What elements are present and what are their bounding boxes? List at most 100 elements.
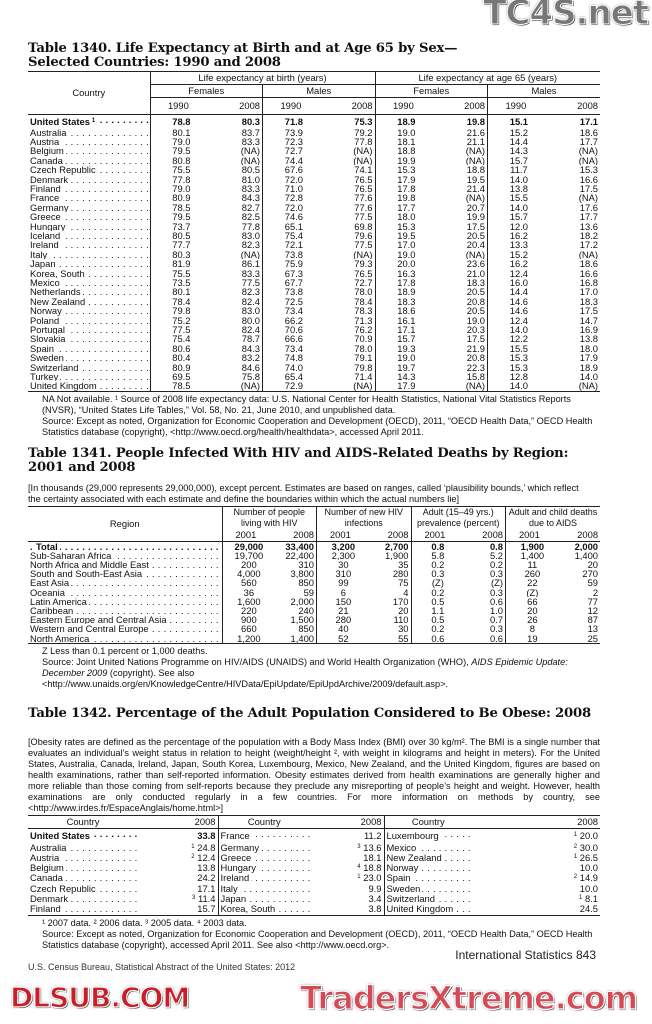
- country-name: Switzerland: [383, 893, 472, 905]
- value-cell: 17.5: [466, 334, 485, 344]
- table-1341-headnote: [In thousands (29,000 represents 29,000,…: [28, 483, 579, 504]
- value-cell: 77.5: [354, 212, 373, 222]
- row-label: Czech Republic: [30, 883, 98, 894]
- row-label: Slovakia: [30, 334, 68, 344]
- value-cell: 2 30.0: [472, 843, 600, 853]
- value-cell: 19,700: [221, 550, 270, 560]
- value-cell: 76.2: [354, 325, 373, 335]
- table-1342-title: Table 1342. Percentage of the Adult Popu…: [28, 706, 591, 721]
- value-cell: 10.0: [472, 863, 600, 873]
- value-cell: 84.6: [241, 362, 260, 373]
- value-cell: 220: [221, 605, 270, 616]
- value-cell: 17.7: [579, 212, 598, 222]
- value-cell: 0.2: [410, 587, 459, 597]
- country-name: France: [28, 193, 150, 203]
- value-cell: 75.4: [149, 334, 207, 344]
- value-cell: 80.3: [149, 249, 207, 260]
- row-label: Sub-Saharan Africa: [30, 550, 114, 560]
- table-row: Finland 15.7 Korea, South 3.8 United Kingdom…: [28, 904, 600, 916]
- value-cell: 33,400: [285, 541, 314, 551]
- year-header: 2001: [410, 528, 459, 542]
- value-cell: 0.3: [489, 569, 504, 579]
- region-name: East Asia: [28, 578, 222, 588]
- value-cell: 15.3: [374, 221, 432, 231]
- value-cell: 81.0: [241, 174, 260, 184]
- year-header: 2008: [310, 815, 384, 829]
- value-cell: 0.2: [410, 624, 459, 634]
- table-1342-section: [Obesity rates are defined as the percen…: [28, 737, 600, 951]
- value-cell: 71.0: [261, 183, 319, 194]
- value-cell: 74.4: [261, 155, 319, 166]
- value-cell: 82.5: [241, 212, 260, 222]
- source-publication: AIDS Epidemic Update: December 2009: [42, 656, 568, 678]
- watermark-dlsub: DLSUB.COM: [9, 981, 190, 1014]
- row-label: Canada: [30, 155, 65, 166]
- value-cell: 4: [403, 587, 409, 597]
- value-cell: 15.7: [374, 334, 432, 344]
- value-cell: 1 20.0: [472, 829, 600, 843]
- value-cell: 23.6: [466, 259, 485, 269]
- footnote-marker: 2: [191, 853, 195, 860]
- value-cell: 0.6: [458, 633, 506, 644]
- value-cell: 16.2: [486, 259, 544, 269]
- value-cell: 270: [582, 569, 599, 579]
- value-cell: 22.3: [466, 362, 485, 373]
- value-cell: 17.0: [579, 287, 598, 297]
- value-cell: 71.3: [354, 315, 373, 326]
- value-cell: 20: [398, 605, 409, 616]
- value-cell: 77.5: [149, 325, 207, 335]
- value-cell: 80.1: [149, 127, 207, 137]
- country-name: Spain: [383, 873, 472, 884]
- country-name: Spain: [28, 343, 150, 354]
- country-name: United States 1: [28, 115, 150, 128]
- value-cell: 15.5: [486, 343, 544, 354]
- value-cell: 150: [315, 596, 364, 606]
- value-cell: 17.7: [579, 136, 598, 147]
- value-cell: 14.7: [579, 315, 598, 326]
- value-cell: 0.7: [489, 615, 504, 625]
- value-cell: 14.0: [579, 372, 598, 382]
- table-row: Japan 81.9 86.175.9 79.320.0 23.616.2 18.6: [28, 259, 600, 269]
- obesity-value: 3.4: [368, 893, 382, 904]
- row-label: Hungary: [30, 221, 68, 231]
- row-label: Eastern Europe and Central Asia: [30, 615, 169, 625]
- row-label: Sweden: [386, 883, 423, 894]
- value-cell: 14.3: [486, 146, 544, 156]
- table-row: Eastern Europe and Central Asia9001,5002…: [28, 615, 600, 625]
- obesity-value: 11.2: [363, 829, 382, 841]
- value-cell: 80.0: [241, 315, 260, 326]
- value-cell: 17.1: [579, 115, 598, 127]
- footnote-marker: 1: [357, 874, 361, 881]
- value-cell: 14.4: [486, 287, 544, 297]
- value-cell: 1 23.0: [310, 873, 384, 883]
- value-cell: 12: [587, 605, 599, 616]
- value-cell: 20.5: [466, 287, 485, 297]
- value-cell: 72.8: [261, 193, 319, 203]
- year-header: 2008: [431, 97, 488, 115]
- country-name: Netherlands: [28, 287, 150, 297]
- value-cell: 86.1: [241, 259, 260, 269]
- table-1342-headnote: [Obesity rates are defined as the percen…: [28, 737, 600, 813]
- value-cell: 18.8: [374, 146, 432, 156]
- row-label: Korea, South: [30, 268, 87, 278]
- country-name: France: [217, 828, 310, 843]
- value-cell: 17.6: [579, 202, 598, 213]
- row-label: Greece: [220, 852, 254, 863]
- footnote-marker: 1: [573, 853, 578, 860]
- table-row: Australia 80.1 83.773.9 79.219.0 21.615.2 18.…: [28, 127, 600, 137]
- obesity-value: 24.8: [197, 842, 216, 853]
- value-cell: 82.7: [241, 202, 260, 213]
- country-name: Turkey: [28, 372, 150, 382]
- country-name: Denmark: [28, 174, 150, 184]
- row-label: Spain: [30, 343, 56, 354]
- country-name: Sweden: [383, 883, 472, 894]
- year-header: 2008: [543, 97, 600, 115]
- value-cell: 170: [392, 596, 409, 606]
- value-cell: 900: [221, 615, 270, 625]
- table-1341-section: [In thousands (29,000 represents 29,000,…: [28, 483, 601, 690]
- value-cell: 1 8.1: [472, 894, 600, 904]
- value-cell: 75.4: [261, 230, 319, 241]
- row-label: France: [220, 829, 252, 841]
- value-cell: 0.3: [410, 569, 459, 579]
